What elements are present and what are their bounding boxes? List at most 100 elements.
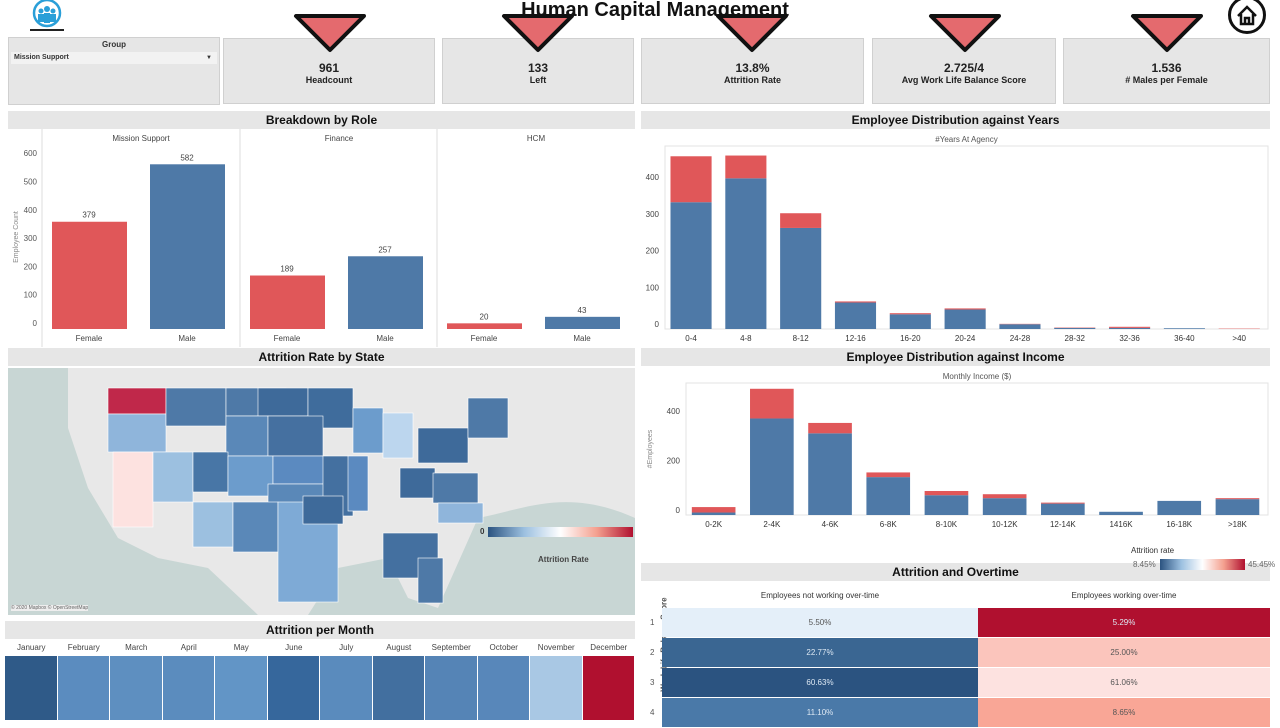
bar-segment-retained [945,310,986,329]
bar-segment-retained [670,202,711,329]
row-label: 4 [650,708,654,717]
section-title-month: Attrition per Month [5,621,635,639]
month-label: January [5,643,58,652]
state-map[interactable]: 0 40 Attrition Rate © 2020 Mapbox © Open… [8,368,635,615]
heatmap-cell[interactable]: 5.50% [662,608,978,637]
x-tick-label: 1416K [1109,520,1133,529]
x-tick-label: >18K [1228,520,1248,529]
x-tick-label: 0-2K [705,520,723,529]
state-region [193,452,228,492]
bar-segment-attrited [692,507,736,512]
row-label: 3 [650,678,654,687]
x-tick-label: >40 [1232,334,1246,343]
trend-indicators [0,0,1280,60]
bar-segment-retained [750,418,794,515]
heatmap-cell[interactable]: 5.29% [978,608,1270,637]
bar-female [447,323,522,329]
bar-male [150,164,225,329]
bar-segment-retained [1109,328,1150,329]
map-credit[interactable]: © 2020 Mapbox © OpenStreetMap [11,605,88,611]
data-label: 20 [480,312,489,321]
month-cell-july[interactable] [320,656,372,720]
bar-segment-retained [1054,328,1095,329]
month-cell-august[interactable] [373,656,425,720]
state-region [383,413,413,458]
facet-label: Mission Support [112,134,170,143]
month-cell-march[interactable] [110,656,162,720]
kpi-label: # Males per Female [1064,75,1269,85]
kpi-label: Avg Work Life Balance Score [873,75,1055,85]
x-tick-label: Male [376,334,394,343]
heatmap-cell[interactable]: 61.06% [978,668,1270,697]
kpi-label: Left [443,75,633,85]
bar-segment-attrited [835,301,876,302]
heatmap-cell[interactable]: 25.00% [978,638,1270,667]
y-tick-label: 0 [33,319,38,328]
heatmap-cell[interactable]: 60.63% [662,668,978,697]
trend-down-icon [931,16,999,50]
y-axis-label: #Employees [647,429,654,468]
kpi-value: 1.536 [1064,61,1269,75]
x-tick-label: Female [471,334,498,343]
bar-segment-attrited [808,423,852,433]
x-tick-label: 12-14K [1050,520,1076,529]
bar-segment-retained [808,433,852,515]
state-region [418,428,468,463]
y-tick-label: 300 [24,234,38,243]
state-region [273,456,328,484]
bar-segment-attrited [1109,327,1150,328]
month-cell-april[interactable] [163,656,215,720]
state-region [433,473,478,503]
kpi-value: 2.725/4 [873,61,1055,75]
bar-segment-attrited [983,494,1027,498]
bar-segment-retained [890,314,931,329]
month-cell-june[interactable] [268,656,320,720]
column-header: Employees not working over-time [662,591,978,600]
x-tick-label: Female [76,334,103,343]
month-label: August [373,643,426,652]
overtime-legend-max: 45.45% [1248,560,1275,569]
month-cell-february[interactable] [58,656,110,720]
month-cell-january[interactable] [5,656,57,720]
bar-segment-retained [692,513,736,515]
y-tick-label: 200 [667,457,681,466]
x-tick-label: Female [274,334,301,343]
bar-female [52,222,127,329]
y-tick-label: 0 [676,506,681,515]
map-shapes [8,368,635,615]
month-cell-november[interactable] [530,656,582,720]
overtime-legend-gradient [1160,559,1245,570]
y-tick-label: 100 [24,291,38,300]
month-label: October [478,643,531,652]
x-tick-label: 32-36 [1119,334,1140,343]
bar-segment-attrited [945,308,986,309]
month-cell-may[interactable] [215,656,267,720]
month-cell-september[interactable] [425,656,477,720]
state-region [468,398,508,438]
x-tick-label: 16-18K [1166,520,1192,529]
x-tick-label: 0-4 [685,334,697,343]
data-label: 379 [82,211,96,220]
heatmap-cell[interactable]: 8.65% [978,698,1270,727]
month-cell-december[interactable] [583,656,635,720]
row-label: 1 [650,618,654,627]
state-region [418,558,443,603]
month-label: April [163,643,216,652]
map-legend-gradient [488,527,633,537]
x-tick-label: 16-20 [900,334,921,343]
heatmap-cell[interactable]: 11.10% [662,698,978,727]
bar-segment-retained [1157,501,1201,515]
month-cell-october[interactable] [478,656,530,720]
y-axis-label: Employee Count [13,211,20,263]
map-legend-title: Attrition Rate [538,555,589,564]
state-region [400,468,435,498]
bar-segment-attrited [925,491,969,495]
map-legend-min: 0 [480,527,484,536]
heatmap-cell[interactable]: 22.77% [662,638,978,667]
state-region [303,496,343,524]
x-tick-label: Male [573,334,591,343]
state-region [268,416,323,456]
data-label: 189 [280,265,294,274]
